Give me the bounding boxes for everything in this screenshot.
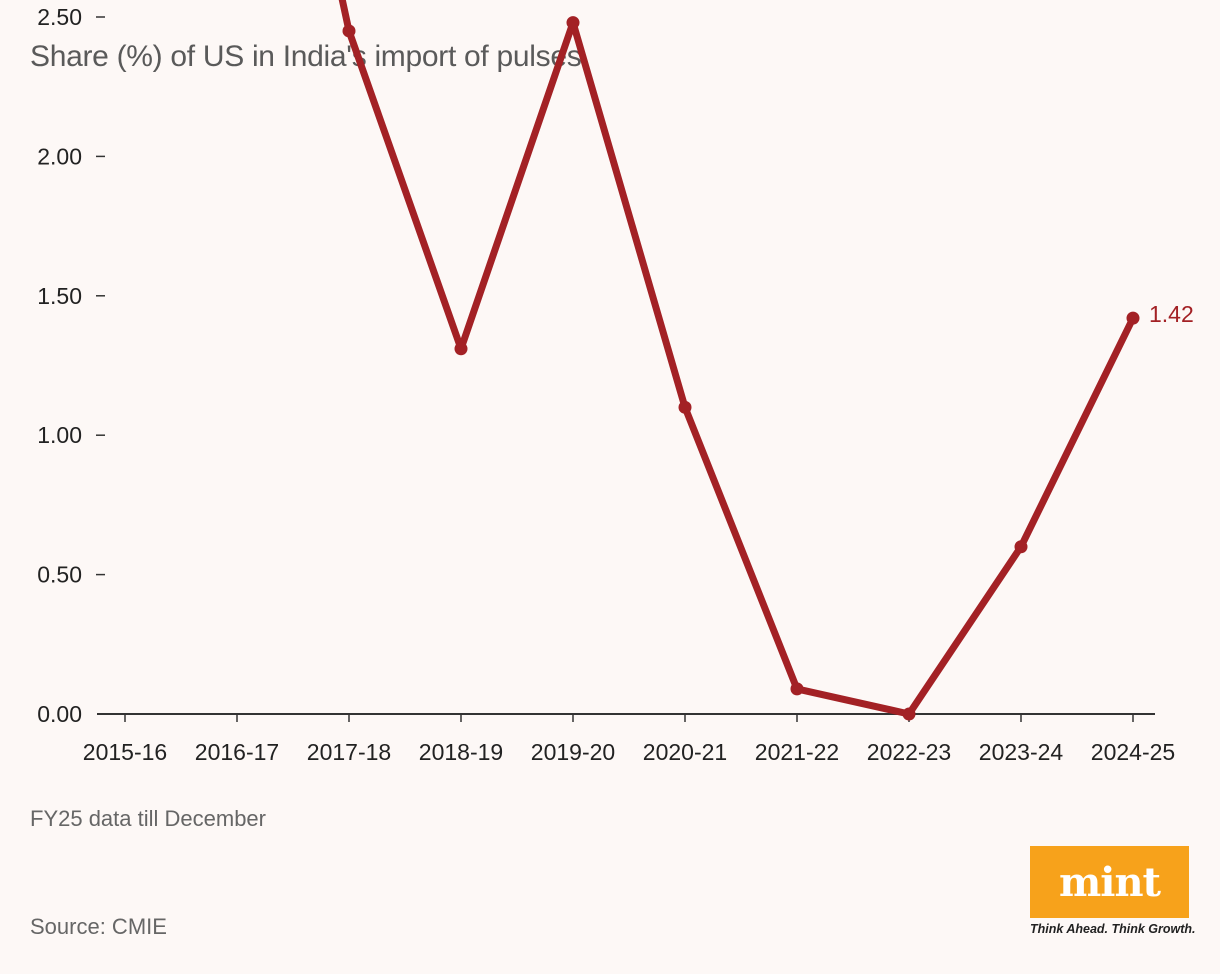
x-tick-label: 2024-25 [1091,739,1175,765]
x-tick-label: 2015-16 [83,739,167,765]
source-note: Source: CMIE [30,914,167,939]
data-point [454,342,468,356]
x-tick-label: 2019-20 [531,739,615,765]
y-tick-label: 0.50 [37,562,82,588]
data-point [678,400,692,414]
x-tick-label: 2021-22 [755,739,839,765]
y-tick-label: 2.50 [37,4,82,30]
x-tick-label: 2017-18 [307,739,391,765]
data-point [566,16,580,30]
x-tick-label: 2023-24 [979,739,1064,765]
data-point [342,24,356,38]
x-tick-label: 2016-17 [195,739,279,765]
logo-tagline: Think Ahead. Think Growth. [1030,922,1196,936]
data-point [1126,311,1140,325]
line-chart: 0.000.501.001.502.002.503.003.504.002015… [37,0,1194,765]
y-tick-label: 1.50 [37,283,82,309]
x-tick-label: 2018-19 [419,739,503,765]
logo-text: mint [1058,858,1161,906]
data-point [902,707,916,721]
x-tick-label: 2022-23 [867,739,951,765]
data-point [790,682,804,696]
series-line [338,0,1137,718]
chart-title: Share (%) of US in India's import of pul… [30,40,582,73]
mint-logo: mint [1030,846,1189,918]
y-tick-label: 2.00 [37,143,82,169]
y-tick-label: 1.00 [37,422,82,448]
end-value-label: 1.42 [1149,301,1194,327]
data-point [1014,540,1028,554]
x-tick-label: 2020-21 [643,739,727,765]
footnote: FY25 data till December [30,806,266,831]
y-tick-label: 0.00 [37,701,82,727]
